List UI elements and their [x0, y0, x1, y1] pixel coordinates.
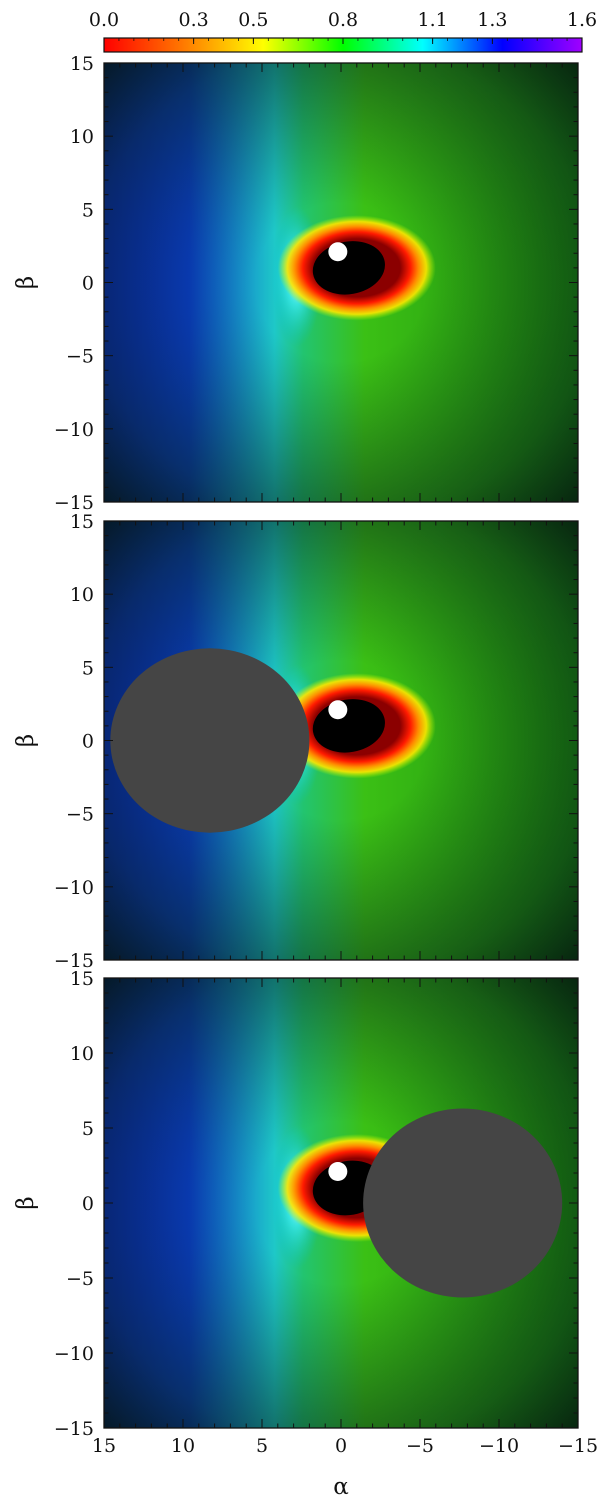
heatmap-area [104, 978, 578, 1428]
y-tick-label: 5 [82, 199, 94, 221]
y-tick-label: 10 [70, 584, 94, 606]
y-tick-label: −15 [54, 950, 94, 972]
y-axis-label: β [13, 1196, 39, 1209]
x-tick-label: −10 [479, 1435, 519, 1457]
y-tick-label: −5 [66, 804, 94, 826]
occulting-disk [363, 1108, 563, 1298]
panel-bottom: 15 10 5 0 −5 −10 −15 β 15 10 5 0 −5 −10 −15 [13, 968, 598, 1457]
panel-middle: 15 10 5 0 −5 −10 −15 β [13, 511, 579, 972]
marker-dot [328, 1162, 348, 1181]
y-tick-label: 5 [82, 1118, 94, 1140]
y-tick-label: −15 [54, 1418, 94, 1440]
y-tick-label: 0 [82, 731, 94, 753]
y-tick-label: −5 [66, 346, 94, 368]
colorbar-tick-label: 0.8 [328, 9, 358, 31]
marker-dot [328, 700, 348, 720]
x-tick-label: 0 [335, 1435, 347, 1457]
y-tick-label: 15 [70, 511, 94, 533]
y-tick-label: −10 [54, 877, 94, 899]
colorbar-tick-label: 0.0 [89, 9, 119, 31]
x-axis-label: α [333, 1474, 349, 1499]
colorbar-tick-label: 1.6 [567, 9, 597, 31]
axis-ticks [103, 977, 579, 1429]
colorbar-ticks [103, 38, 583, 44]
colorbar-tick-label: 0.3 [179, 9, 209, 31]
axis-ticks [103, 520, 579, 961]
x-tick-label: −15 [558, 1435, 598, 1457]
panel-top: 15 10 5 0 −5 −10 −15 β [13, 53, 579, 514]
colorbar: 0.0 0.3 0.5 0.8 1.1 1.3 1.6 [89, 9, 597, 53]
colorbar-tick-label: 0.5 [238, 9, 268, 31]
x-tick-label: −5 [406, 1435, 434, 1457]
y-tick-label: 0 [82, 273, 94, 295]
heatmap-area [104, 63, 578, 502]
x-tick-label: 5 [256, 1435, 268, 1457]
y-tick-label: −5 [66, 1268, 94, 1290]
y-tick-label: 15 [70, 53, 94, 75]
y-tick-label: 10 [70, 126, 94, 148]
x-tick-label: 10 [171, 1435, 195, 1457]
x-tick-label: 15 [92, 1435, 116, 1457]
y-tick-label: 15 [70, 968, 94, 990]
occulting-disk [110, 648, 310, 833]
y-tick-label: 10 [70, 1043, 94, 1065]
y-tick-label: 5 [82, 657, 94, 679]
y-axis-label: β [13, 276, 39, 289]
y-tick-label: −10 [54, 1343, 94, 1365]
marker-dot [328, 242, 348, 262]
y-tick-label: 0 [82, 1193, 94, 1215]
axis-ticks [103, 62, 579, 503]
y-tick-label: −15 [54, 492, 94, 514]
y-tick-label: −10 [54, 419, 94, 441]
colorbar-tick-label: 1.3 [477, 9, 507, 31]
y-axis-label: β [13, 734, 39, 747]
colorbar-tick-labels: 0.0 0.3 0.5 0.8 1.1 1.3 1.6 [89, 9, 597, 31]
colorbar-tick-label: 1.1 [418, 9, 448, 31]
heatmap-area [104, 521, 578, 960]
